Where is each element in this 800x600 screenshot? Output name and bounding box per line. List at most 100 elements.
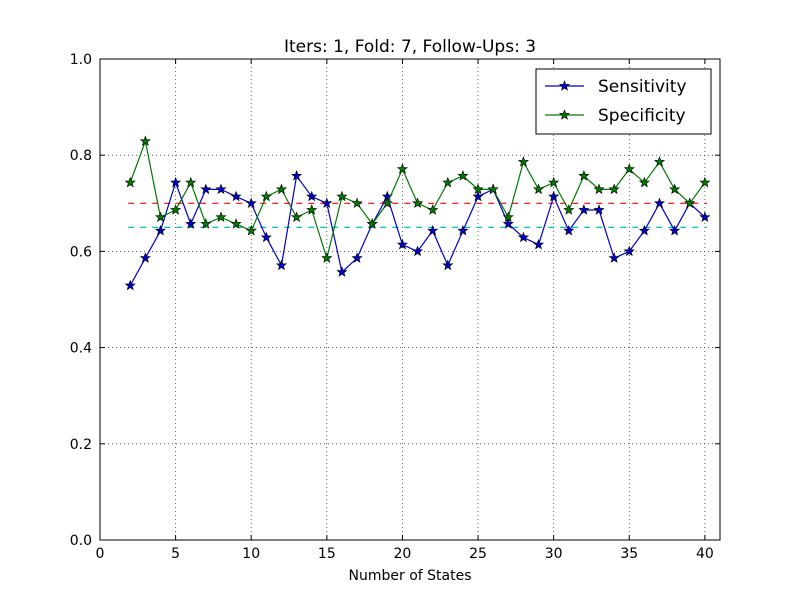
data-point-sensitivity xyxy=(593,204,605,215)
data-point-sensitivity xyxy=(669,224,681,236)
legend-marker-specificity xyxy=(558,109,571,120)
data-point-sensitivity xyxy=(139,252,151,263)
data-point-specificity xyxy=(699,176,711,188)
data-point-sensitivity xyxy=(517,231,529,243)
x-tick-label: 40 xyxy=(696,546,714,562)
data-point-sensitivity xyxy=(230,190,242,202)
y-tick-label: 1.0 xyxy=(70,52,92,68)
data-point-specificity xyxy=(457,170,469,181)
data-point-specificity xyxy=(306,204,318,215)
data-point-specificity xyxy=(124,176,136,188)
data-point-specificity xyxy=(517,156,529,167)
data-point-specificity xyxy=(442,176,454,188)
data-point-sensitivity xyxy=(442,259,454,271)
data-point-specificity xyxy=(291,211,303,222)
data-point-specificity xyxy=(154,211,167,222)
data-point-specificity xyxy=(200,218,212,229)
data-point-sensitivity xyxy=(608,252,620,263)
legend: Sensitivity Specificity xyxy=(535,68,712,135)
data-point-specificity xyxy=(321,252,333,263)
data-point-sensitivity xyxy=(427,224,439,236)
data-point-sensitivity xyxy=(548,190,560,202)
data-point-specificity xyxy=(593,183,605,195)
data-point-sensitivity xyxy=(185,218,197,229)
x-tick-label: 5 xyxy=(171,546,180,562)
data-point-sensitivity xyxy=(351,252,363,263)
x-tick-label: 10 xyxy=(242,546,260,562)
data-point-specificity xyxy=(578,170,590,181)
data-point-sensitivity xyxy=(306,190,318,202)
data-point-specificity xyxy=(351,197,363,209)
data-point-sensitivity xyxy=(623,245,635,257)
data-point-sensitivity xyxy=(699,211,711,222)
data-point-sensitivity xyxy=(124,279,136,291)
legend-box xyxy=(535,68,712,135)
data-point-specificity xyxy=(230,218,242,229)
x-tick-label: 0 xyxy=(96,546,105,562)
data-point-specificity xyxy=(563,204,575,215)
data-point-specificity xyxy=(336,190,348,202)
y-tick-label: 0.0 xyxy=(70,533,92,549)
data-point-sensitivity xyxy=(260,231,272,243)
data-point-sensitivity xyxy=(396,238,409,250)
plot-area xyxy=(124,135,711,291)
data-point-specificity xyxy=(608,183,620,195)
x-tick-label: 35 xyxy=(620,546,638,562)
y-tick-label: 0.4 xyxy=(70,341,92,357)
data-point-specificity xyxy=(260,190,272,202)
data-point-specificity xyxy=(653,156,666,167)
data-point-specificity xyxy=(684,197,696,209)
data-point-sensitivity xyxy=(200,183,212,195)
data-point-specificity xyxy=(472,183,484,195)
x-tick-label: 20 xyxy=(394,546,412,562)
data-point-sensitivity xyxy=(502,218,514,229)
data-point-specificity xyxy=(185,176,197,188)
data-point-specificity xyxy=(245,224,257,236)
data-point-sensitivity xyxy=(215,183,227,195)
legend-marker-sensitivity xyxy=(558,80,571,91)
data-point-sensitivity xyxy=(472,190,484,202)
data-point-specificity xyxy=(381,197,393,209)
data-point-sensitivity xyxy=(457,224,469,236)
legend-label-sensitivity: Sensitivity xyxy=(598,77,687,97)
data-point-sensitivity xyxy=(275,259,288,271)
data-point-sensitivity xyxy=(170,176,182,188)
data-point-specificity xyxy=(638,176,650,188)
x-tick-label: 25 xyxy=(469,546,487,562)
y-tick-label: 0.2 xyxy=(70,437,92,453)
data-point-sensitivity xyxy=(638,224,650,236)
x-axis-label: Number of States xyxy=(349,568,472,584)
data-point-specificity xyxy=(366,218,378,229)
data-point-specificity xyxy=(170,204,182,215)
ticks: 0 5 10 15 20 25 30 35 40 0.0 0.2 0.4 0.6 0.8 1.0 xyxy=(70,52,720,562)
data-point-sensitivity xyxy=(411,245,424,257)
axes-frame xyxy=(99,58,721,541)
data-point-specificity xyxy=(502,211,514,222)
data-point-specificity xyxy=(139,135,151,146)
data-point-sensitivity xyxy=(321,197,333,209)
data-point-specificity xyxy=(532,183,545,195)
data-point-specificity xyxy=(487,183,499,195)
data-point-sensitivity xyxy=(578,204,590,215)
x-tick-label: 15 xyxy=(318,546,336,562)
data-point-sensitivity xyxy=(336,266,348,277)
y-tick-label: 0.8 xyxy=(70,148,92,164)
y-tick-label: 0.6 xyxy=(70,244,92,260)
data-point-sensitivity xyxy=(154,224,167,236)
data-point-sensitivity xyxy=(291,170,303,181)
data-point-specificity xyxy=(548,176,560,188)
data-point-sensitivity xyxy=(653,197,666,209)
data-point-specificity xyxy=(275,183,288,195)
data-point-specificity xyxy=(396,163,409,174)
data-point-specificity xyxy=(669,183,681,195)
data-point-specificity xyxy=(623,163,635,174)
data-point-sensitivity xyxy=(532,238,545,250)
x-tick-label: 30 xyxy=(545,546,563,562)
data-point-sensitivity xyxy=(245,197,257,209)
chart-title: Iters: 1, Fold: 7, Follow-Ups: 3 xyxy=(284,37,536,57)
data-point-specificity xyxy=(427,204,439,215)
data-point-specificity xyxy=(215,211,227,222)
data-point-sensitivity xyxy=(563,224,575,236)
legend-label-specificity: Specificity xyxy=(598,106,686,126)
